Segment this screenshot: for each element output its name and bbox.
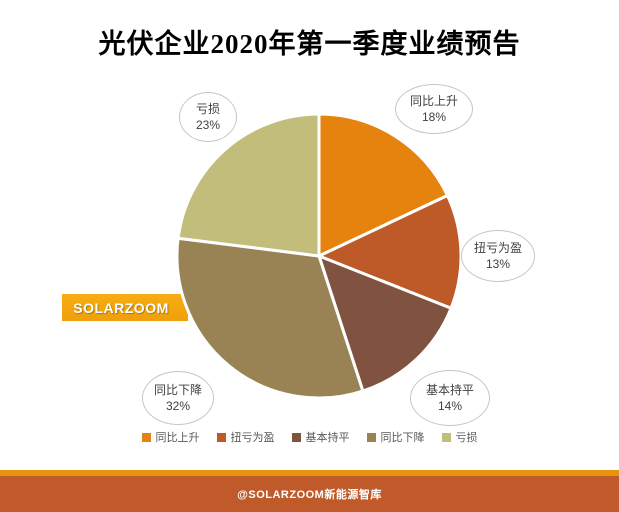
callout-同比上升: 同比上升 18% <box>395 84 473 134</box>
legend-label: 同比下降 <box>380 432 425 444</box>
legend-item-扭亏为盈: 扭亏为盈 <box>216 429 275 445</box>
pie-slice-亏损 <box>176 112 321 258</box>
footer-accent-stripe <box>0 470 619 476</box>
legend-swatch-icon <box>291 432 301 442</box>
callout-基本持平: 基本持平 14% <box>410 370 490 426</box>
legend-item-基本持平: 基本持平 <box>291 429 350 445</box>
chart-title: 光伏企业2020年第一季度业绩预告 <box>98 29 521 59</box>
callout-亏损: 亏损 23% <box>179 92 237 142</box>
callout-category: 同比下降 <box>153 383 202 397</box>
callout-value: 32% <box>165 399 191 413</box>
solarzoom-ribbon: SOLARZOOM <box>62 294 188 321</box>
legend-item-同比上升: 同比上升 <box>141 429 200 445</box>
legend-item-亏损: 亏损 <box>441 429 478 445</box>
legend-label: 亏损 <box>455 432 478 444</box>
callout-value: 18% <box>421 110 447 124</box>
legend-swatch-icon <box>441 432 451 442</box>
callout-category: 同比上升 <box>409 94 458 108</box>
pie-slice-同比上升 <box>317 112 449 258</box>
callout-value: 13% <box>485 257 511 271</box>
legend-swatch-icon <box>216 432 226 442</box>
callout-category: 扭亏为盈 <box>473 241 522 255</box>
legend-label: 同比上升 <box>155 432 200 444</box>
footer-bar: @SOLARZOOM新能源智库 <box>0 476 619 512</box>
pie-slice-同比下降 <box>175 236 365 400</box>
legend-label: 扭亏为盈 <box>230 432 275 444</box>
footer-credit: @SOLARZOOM新能源智库 <box>237 489 382 501</box>
callout-value: 14% <box>437 399 463 413</box>
legend-label: 基本持平 <box>305 432 350 444</box>
callout-category: 基本持平 <box>425 383 474 397</box>
callout-扭亏为盈: 扭亏为盈 13% <box>461 230 535 282</box>
callout-category: 亏损 <box>195 102 220 116</box>
chart-legend: 同比上升 扭亏为盈 基本持平 同比下降 亏损 <box>0 429 619 445</box>
solarzoom-ribbon-label: SOLARZOOM <box>73 299 169 316</box>
pie-slice-扭亏为盈 <box>317 194 463 310</box>
legend-item-同比下降: 同比下降 <box>366 429 425 445</box>
legend-swatch-icon <box>366 432 376 442</box>
callout-同比下降: 同比下降 32% <box>142 371 214 425</box>
callout-value: 23% <box>195 118 221 132</box>
legend-swatch-icon <box>141 432 151 442</box>
